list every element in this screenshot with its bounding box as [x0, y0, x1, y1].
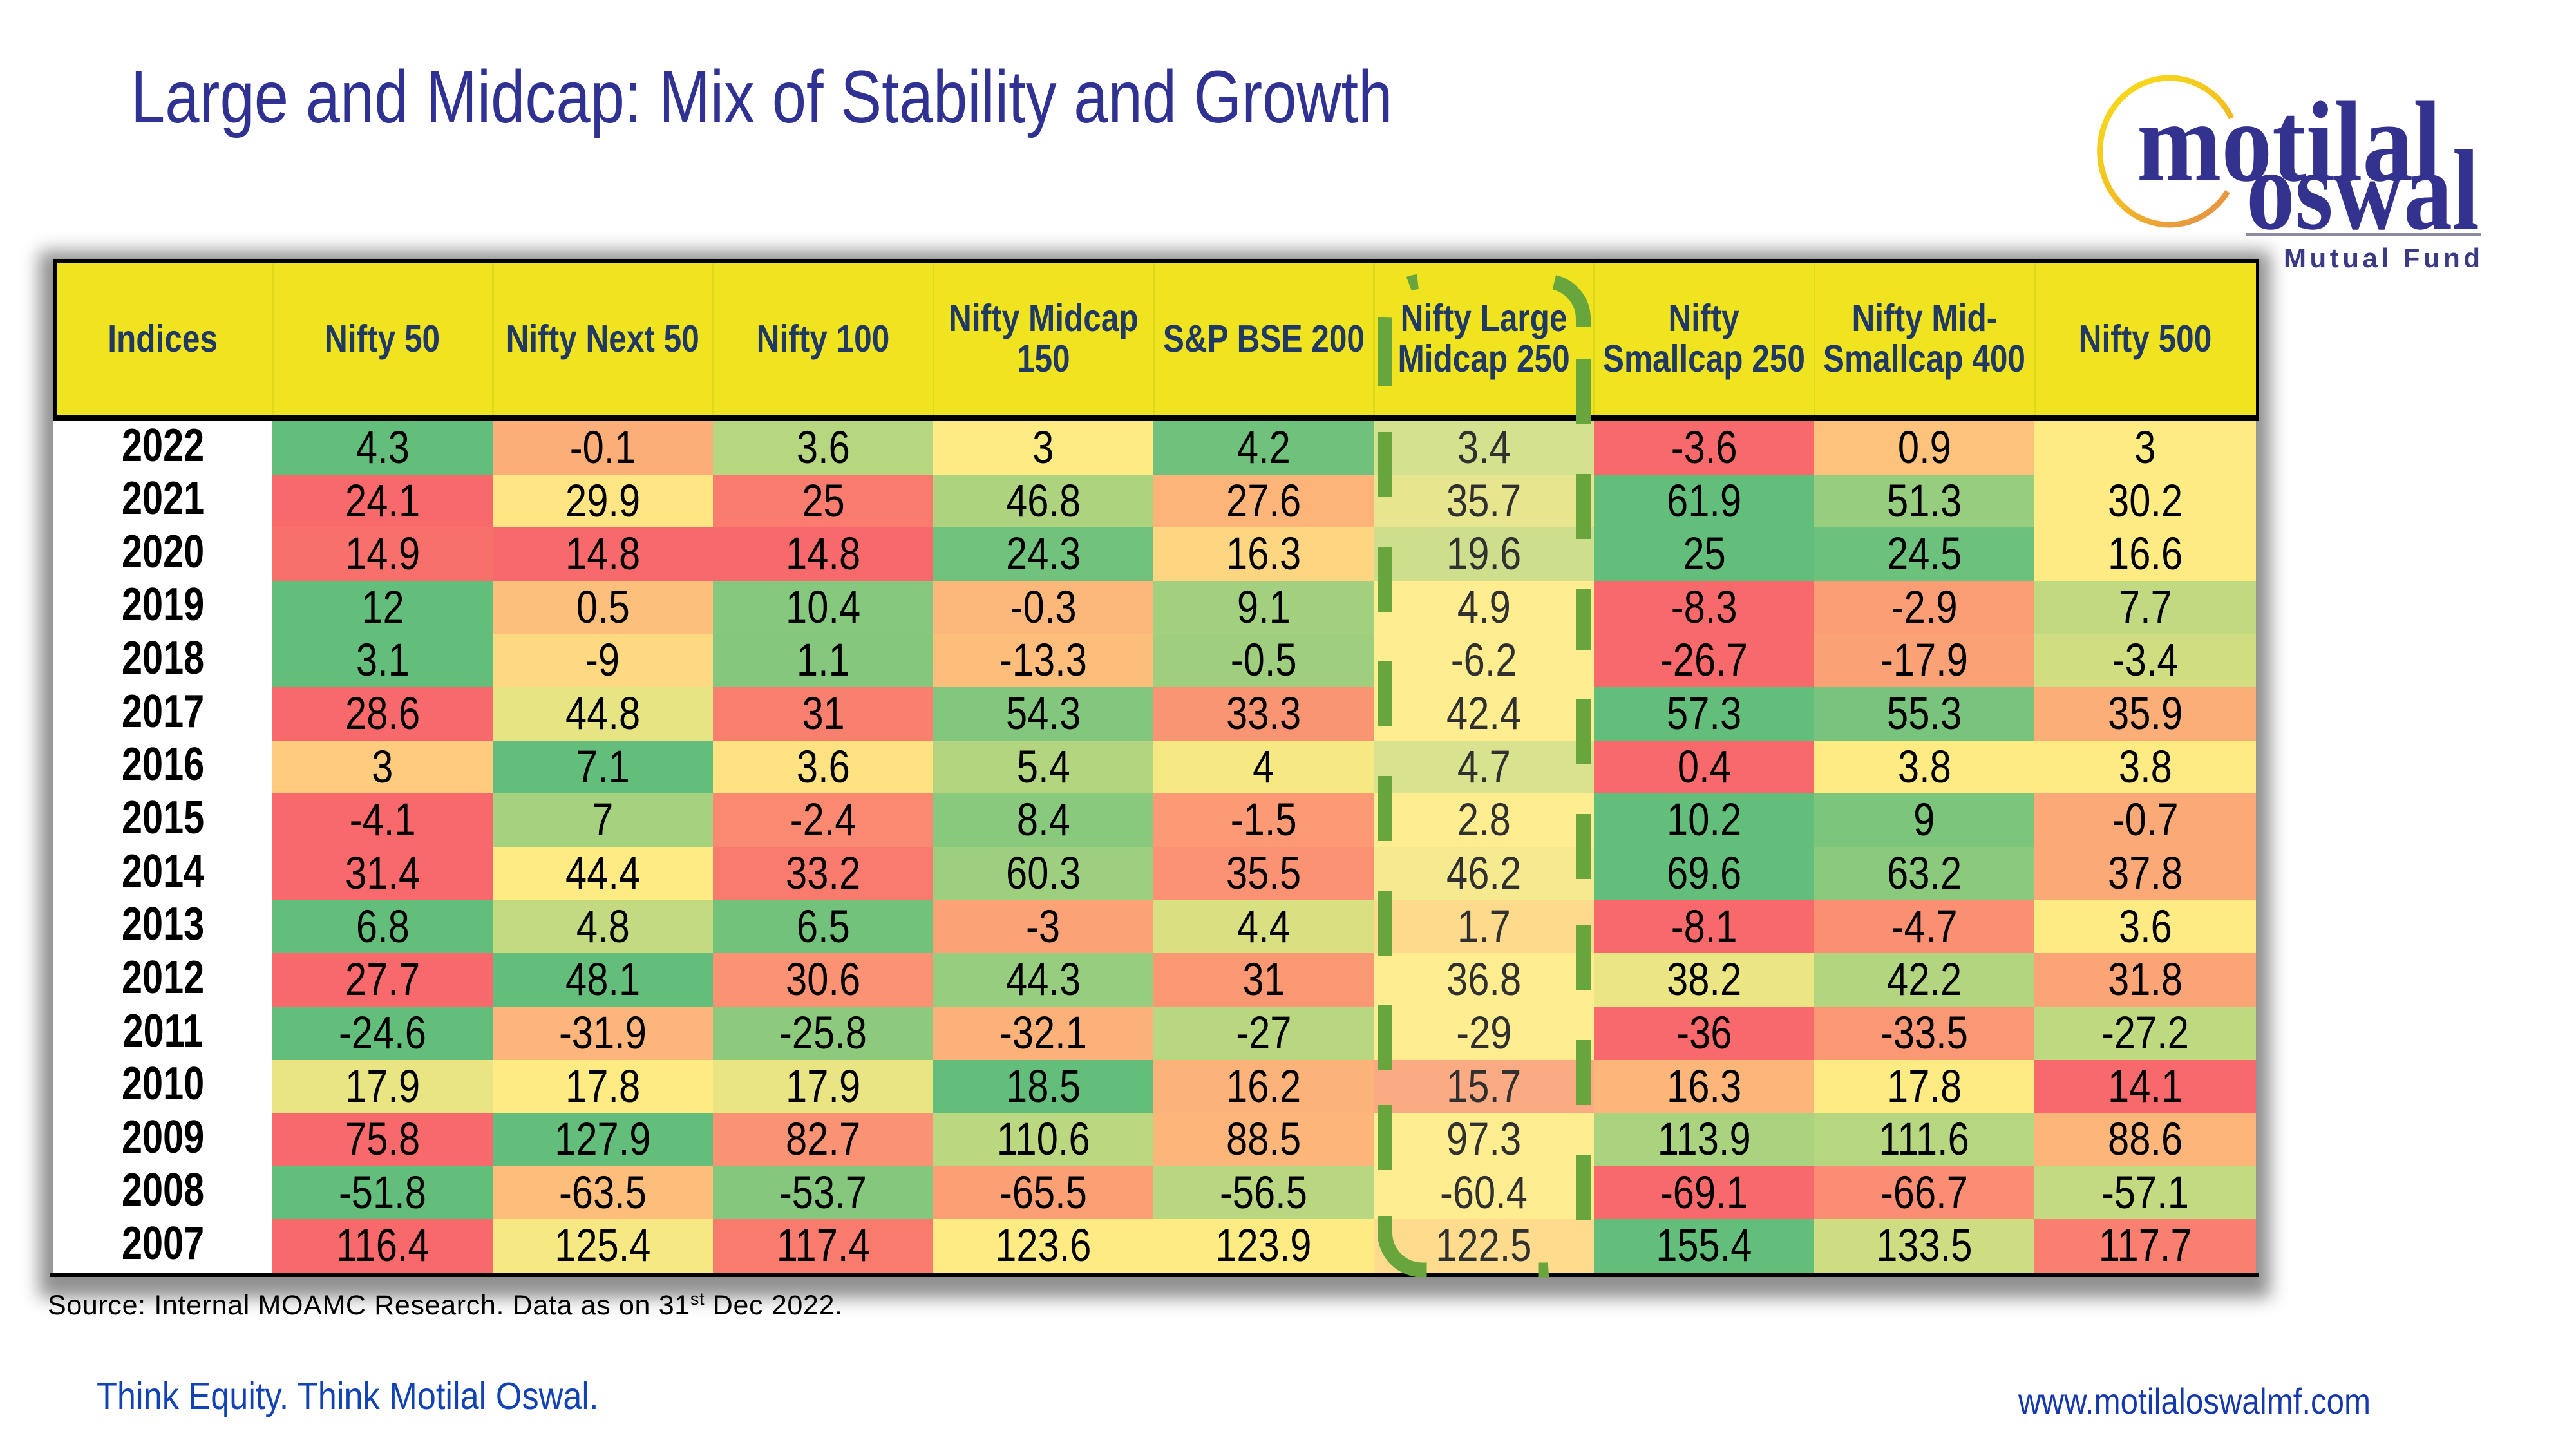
svg-text:Mutual Fund: Mutual Fund: [2284, 243, 2480, 273]
svg-text:motilal: motilal: [2137, 78, 2441, 205]
svg-text:oswal: oswal: [2246, 126, 2479, 254]
